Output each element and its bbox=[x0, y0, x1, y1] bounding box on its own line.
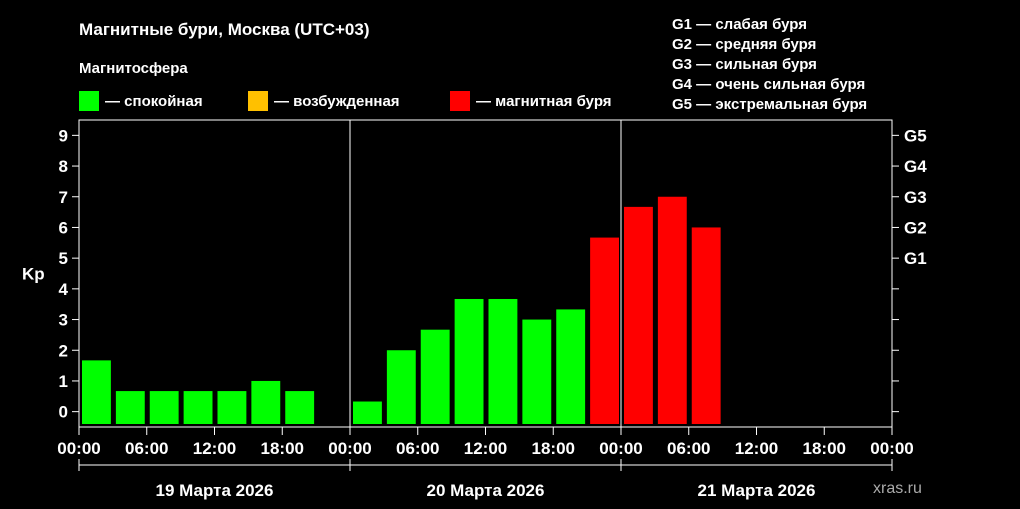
kp-bar bbox=[657, 196, 687, 424]
kp-bar bbox=[420, 329, 450, 424]
x-tick-label: 06:00 bbox=[125, 439, 168, 458]
day-label: 20 Марта 2026 bbox=[427, 481, 545, 500]
x-tick-label: 12:00 bbox=[193, 439, 236, 458]
right-axis-label: G5 bbox=[904, 126, 927, 145]
kp-bar bbox=[556, 309, 586, 424]
storm-scale-g5: G5 — экстремальная буря bbox=[672, 96, 868, 113]
storm-scale-legend: G1 — слабая буря G2 — средняя буря G3 — … bbox=[672, 15, 867, 115]
kp-bar bbox=[454, 298, 484, 424]
x-tick-label: 12:00 bbox=[735, 439, 778, 458]
x-tick-label: 18:00 bbox=[261, 439, 304, 458]
storm-scale-g4: G4 — очень сильная буря bbox=[672, 76, 866, 93]
kp-bar bbox=[691, 227, 721, 424]
y-tick-label: 5 bbox=[59, 249, 68, 268]
x-tick-label: 06:00 bbox=[667, 439, 710, 458]
y-tick-label: 1 bbox=[59, 372, 68, 391]
kp-bar bbox=[488, 298, 518, 424]
x-tick-label: 00:00 bbox=[599, 439, 642, 458]
legend-item-active: — возбужденная bbox=[248, 91, 400, 111]
x-tick-label: 12:00 bbox=[464, 439, 507, 458]
legend-title: Магнитосфера bbox=[79, 60, 188, 77]
right-axis-label: G3 bbox=[904, 188, 927, 207]
x-tick-label: 18:00 bbox=[532, 439, 575, 458]
x-tick-label: 00:00 bbox=[870, 439, 913, 458]
day-label: 19 Марта 2026 bbox=[156, 481, 274, 500]
kp-bar bbox=[115, 391, 145, 424]
storm-scale-g3: G3 — сильная буря bbox=[672, 56, 817, 73]
kp-bar bbox=[522, 319, 552, 424]
legend-label-quiet: — спокойная bbox=[105, 92, 203, 110]
x-tick-label: 18:00 bbox=[803, 439, 846, 458]
legend-swatch-storm bbox=[450, 91, 470, 111]
y-tick-label: 3 bbox=[59, 311, 68, 330]
y-tick-label: 0 bbox=[59, 403, 68, 422]
y-tick-label: 4 bbox=[59, 280, 69, 299]
y-tick-label: 2 bbox=[59, 341, 68, 360]
storm-scale-g2: G2 — средняя буря bbox=[672, 36, 817, 53]
y-axis-label: Kp bbox=[22, 265, 45, 284]
kp-bar bbox=[149, 391, 179, 424]
legend-item-quiet: — спокойная bbox=[79, 91, 203, 111]
day-label: 21 Марта 2026 bbox=[698, 481, 816, 500]
watermark: xras.ru bbox=[873, 480, 922, 497]
x-tick-label: 00:00 bbox=[57, 439, 100, 458]
storm-scale-g1: G1 — слабая буря bbox=[672, 16, 808, 33]
legend-swatch-active bbox=[248, 91, 268, 111]
kp-bar bbox=[183, 391, 213, 424]
y-tick-label: 8 bbox=[59, 157, 68, 176]
legend-label-storm: — магнитная буря bbox=[476, 92, 612, 110]
chart-title: Магнитные бури, Москва (UTC+03) bbox=[79, 20, 370, 39]
y-tick-label: 9 bbox=[59, 126, 68, 145]
kp-bar bbox=[590, 237, 619, 424]
legend-item-storm: — магнитная буря bbox=[450, 91, 612, 111]
y-tick-label: 6 bbox=[59, 218, 68, 237]
kp-bar bbox=[624, 206, 653, 424]
kp-bar bbox=[82, 360, 111, 424]
kp-bar bbox=[217, 391, 247, 424]
right-axis-label: G4 bbox=[904, 157, 927, 176]
kp-bar bbox=[353, 401, 382, 424]
legend-label-active: — возбужденная bbox=[274, 92, 400, 110]
x-tick-label: 00:00 bbox=[328, 439, 371, 458]
y-tick-label: 7 bbox=[59, 188, 68, 207]
plot-frame bbox=[78, 119, 893, 428]
kp-bar bbox=[251, 380, 281, 424]
kp-bar bbox=[386, 350, 416, 424]
kp-bar bbox=[285, 391, 315, 424]
right-axis-label: G1 bbox=[904, 249, 927, 268]
x-tick-label: 06:00 bbox=[396, 439, 439, 458]
right-axis-label: G2 bbox=[904, 218, 927, 237]
legend-swatch-quiet bbox=[79, 91, 99, 111]
